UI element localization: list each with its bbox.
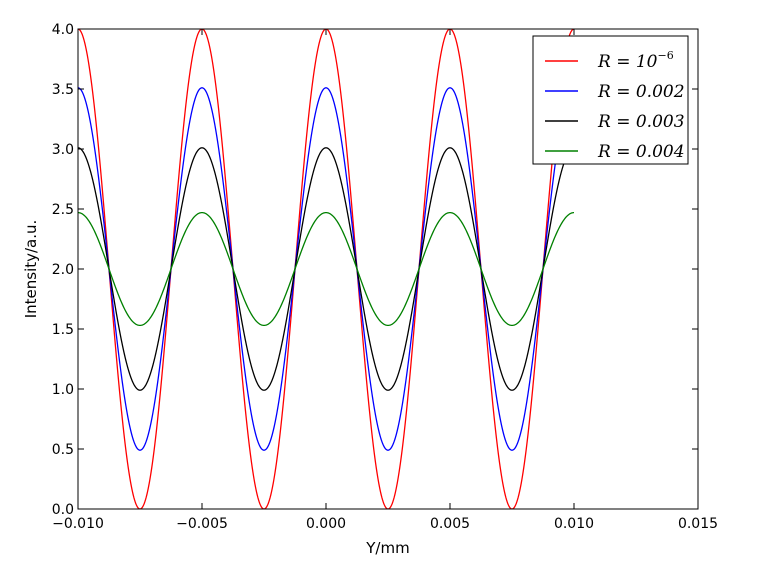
x-tick-label: −0.010	[52, 516, 104, 532]
legend-label-4: R = 0.004	[597, 142, 685, 162]
series-layer	[78, 29, 575, 509]
x-axis: −0.010 −0.005 0.000 0.005 0.010 0.015	[52, 29, 718, 532]
legend-box	[532, 35, 689, 165]
x-tick-label: 0.015	[678, 516, 718, 532]
y-axis-label: Intensity/a.u.	[22, 220, 40, 319]
y-tick-label: 3.0	[52, 142, 74, 158]
series-line-2	[78, 87, 575, 451]
legend-label-1: R = 10−6	[597, 49, 674, 72]
x-tick-label: −0.005	[176, 516, 228, 532]
legend-label-2: R = 0.002	[597, 82, 685, 102]
y-tick-label: 0.5	[52, 442, 74, 458]
legend: R = 10−6 R = 0.002 R = 0.003 R = 0.004	[532, 35, 689, 165]
x-tick-label: 0.000	[306, 516, 346, 532]
y-axis: 0.0 0.5 1.0 1.5 2.0 2.5 3.0 3.5 4.0	[52, 22, 698, 518]
legend-label-3: R = 0.003	[597, 112, 685, 132]
series-line-3	[78, 147, 575, 391]
x-tick-label: 0.010	[554, 516, 594, 532]
x-tick-label: 0.005	[430, 516, 470, 532]
y-tick-label: 0.0	[52, 502, 74, 518]
y-tick-label: 2.5	[52, 202, 74, 218]
y-tick-label: 3.5	[52, 82, 74, 98]
series-line-1	[78, 29, 575, 509]
series-line-4	[78, 211, 575, 327]
y-tick-label: 1.5	[52, 322, 74, 338]
y-tick-label: 1.0	[52, 382, 74, 398]
x-axis-label: Y/mm	[365, 539, 409, 557]
y-tick-label: 2.0	[52, 262, 74, 278]
y-tick-label: 4.0	[52, 22, 74, 38]
